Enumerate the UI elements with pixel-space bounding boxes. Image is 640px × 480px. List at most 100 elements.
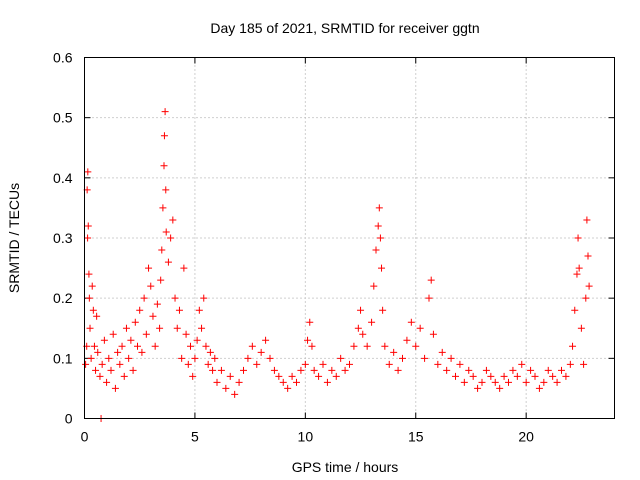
data-point	[164, 258, 172, 266]
data-point	[381, 342, 389, 350]
y-axis-label: SRMTID / TECUs	[6, 183, 22, 293]
data-point	[136, 306, 144, 314]
data-point	[257, 348, 265, 356]
y-tick-label: 0.3	[53, 230, 73, 246]
data-point	[509, 366, 517, 374]
data-point	[279, 378, 287, 386]
data-point	[84, 222, 92, 230]
data-point	[149, 312, 157, 320]
data-point	[522, 378, 530, 386]
data-point	[131, 318, 139, 326]
data-point	[500, 372, 508, 380]
data-point	[129, 366, 137, 374]
data-point	[244, 354, 252, 362]
data-point	[558, 366, 565, 374]
data-point	[390, 348, 398, 356]
data-point	[206, 348, 214, 356]
data-point	[577, 324, 585, 332]
data-point	[447, 354, 455, 362]
data-point	[187, 342, 194, 350]
data-point	[407, 318, 415, 326]
data-point	[376, 234, 384, 242]
y-tick-label: 0	[65, 411, 73, 427]
data-point	[403, 336, 411, 344]
data-point	[111, 384, 119, 392]
data-point	[531, 372, 539, 380]
data-point	[107, 366, 115, 374]
data-point	[421, 354, 429, 362]
data-point	[159, 204, 167, 212]
data-point	[583, 216, 591, 224]
data-point	[443, 366, 451, 374]
data-point	[574, 234, 582, 242]
data-point	[200, 294, 208, 302]
data-point	[562, 372, 570, 380]
data-point	[350, 342, 358, 350]
x-tick-label: 0	[81, 429, 89, 445]
data-point	[429, 330, 437, 338]
data-point	[460, 378, 468, 386]
data-point	[469, 372, 477, 380]
data-point	[204, 360, 212, 368]
data-point	[253, 360, 261, 368]
data-point	[169, 216, 177, 224]
x-tick-label: 20	[518, 429, 534, 445]
data-point	[544, 366, 552, 374]
data-point	[171, 294, 179, 302]
data-point	[122, 324, 130, 332]
data-point	[513, 372, 521, 380]
data-point	[209, 366, 217, 374]
data-point	[304, 336, 312, 344]
data-point	[571, 306, 579, 314]
data-point	[85, 270, 93, 278]
data-point	[160, 132, 168, 140]
data-point	[306, 318, 314, 326]
data-point	[379, 306, 387, 314]
data-point	[118, 342, 126, 350]
data-point	[125, 354, 133, 362]
data-point	[535, 384, 543, 392]
data-point	[363, 342, 371, 350]
chart-title: Day 185 of 2021, SRMTID for receiver ggt…	[210, 20, 479, 36]
y-tick-label: 0.1	[53, 350, 73, 366]
data-point	[173, 324, 181, 332]
data-point	[575, 264, 583, 272]
y-tick-label: 0.5	[53, 110, 73, 126]
data-point	[297, 366, 305, 374]
data-point	[94, 348, 102, 356]
data-point	[374, 222, 382, 230]
data-point	[195, 306, 203, 314]
x-tick-label: 5	[191, 429, 199, 445]
data-point	[487, 372, 495, 380]
data-point	[84, 168, 92, 176]
data-point	[103, 378, 111, 386]
data-point	[189, 372, 197, 380]
data-point	[82, 360, 90, 368]
data-point	[134, 342, 141, 350]
data-point	[310, 366, 318, 374]
data-point	[434, 360, 442, 368]
data-point	[315, 372, 323, 380]
data-point	[518, 360, 526, 368]
data-point	[262, 336, 270, 344]
data-point	[266, 354, 274, 362]
x-tick-label: 15	[408, 429, 424, 445]
data-point	[412, 342, 420, 350]
data-point	[580, 360, 588, 368]
data-point	[235, 378, 243, 386]
data-point	[90, 342, 98, 350]
data-point	[328, 366, 336, 374]
data-point	[372, 246, 380, 254]
data-point	[491, 378, 499, 386]
data-point	[357, 306, 365, 314]
data-point	[217, 366, 225, 374]
data-point	[184, 360, 192, 368]
data-point	[346, 360, 353, 368]
data-point	[182, 330, 190, 338]
data-point	[222, 384, 230, 392]
data-point	[354, 324, 362, 332]
data-point	[465, 366, 473, 374]
data-point	[474, 384, 482, 392]
data-point	[87, 354, 95, 362]
